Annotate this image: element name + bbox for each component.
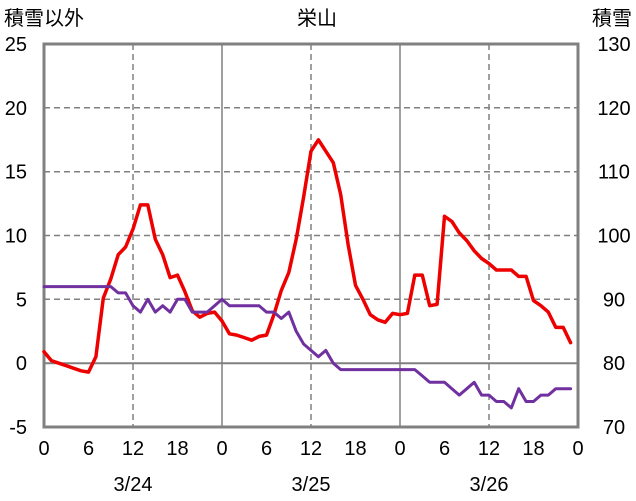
left-y-tick-label: 0 [16, 353, 27, 375]
right-axis-series-line [42, 285, 573, 410]
x-tick-label: 6 [439, 438, 450, 460]
right-y-tick-label: 80 [603, 353, 625, 375]
left-y-tick-label: 15 [5, 162, 27, 184]
date-label: 3/24 [114, 474, 153, 496]
right-y-tick-label: 120 [597, 98, 630, 120]
date-label: 3/25 [292, 474, 331, 496]
chart-title: 栄山 [297, 7, 337, 30]
x-tick-label: 0 [572, 438, 583, 460]
x-tick-label: 0 [216, 438, 227, 460]
x-tick-label: 0 [38, 438, 49, 460]
series-layer [42, 138, 573, 410]
right-y-tick-label: 100 [597, 226, 630, 248]
date-label: 3/26 [470, 474, 509, 496]
left-axis-series-line [42, 138, 573, 374]
x-tick-label: 18 [344, 438, 366, 460]
left-y-tick-label: 20 [5, 98, 27, 120]
x-tick-label: 12 [300, 438, 322, 460]
left-axis-title: 積雪以外 [4, 7, 84, 30]
x-tick-label: 18 [166, 438, 188, 460]
x-tick-label: 6 [83, 438, 94, 460]
right-axis-title: 積雪 [592, 7, 632, 30]
gridlines [44, 44, 578, 427]
right-y-tick-label: 70 [603, 417, 625, 439]
x-tick-label: 12 [122, 438, 144, 460]
x-tick-label: 6 [261, 438, 272, 460]
left-y-tick-label: 25 [5, 34, 27, 56]
left-y-tick-label: 10 [5, 226, 27, 248]
plot-border [42, 42, 580, 429]
x-tick-label: 18 [522, 438, 544, 460]
right-y-tick-label: 130 [597, 34, 630, 56]
right-y-tick-label: 110 [598, 162, 630, 184]
left-y-tick-label: 5 [16, 289, 27, 311]
right-y-tick-label: 90 [603, 289, 625, 311]
left-y-tick-label: -5 [9, 417, 27, 439]
x-tick-label: 0 [394, 438, 405, 460]
x-tick-label: 12 [478, 438, 500, 460]
